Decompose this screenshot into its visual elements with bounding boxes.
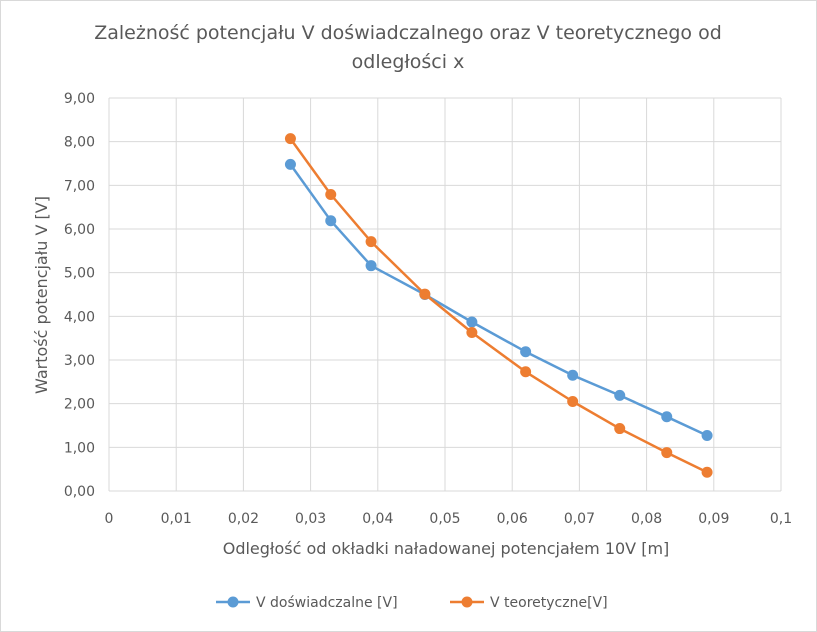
data-point — [567, 395, 579, 407]
y-axis-ticks: 0,00 1,00 2,00 3,00 4,00 5,00 6,00 7,00 8,00 9,00 — [64, 91, 95, 500]
x-tick-label: 0,04 — [362, 511, 393, 527]
chart-title-line-1: Zależność potencjału V doświadczalnego o… — [94, 22, 722, 44]
data-point — [365, 236, 377, 248]
x-tick-label: 0 — [105, 511, 114, 527]
x-axis-ticks: 0 0,01 0,02 0,03 0,04 0,05 0,06 0,07 0,08 0,09 0,1 — [105, 511, 793, 527]
series-1 — [284, 158, 713, 442]
x-tick-label: 0,02 — [228, 511, 259, 527]
x-tick-label: 0,03 — [295, 511, 326, 527]
series-line — [289, 163, 708, 437]
series-line — [289, 137, 708, 474]
data-point — [701, 430, 713, 442]
x-tick-label: 0,07 — [564, 511, 595, 527]
y-tick-label: 8,00 — [64, 135, 95, 151]
x-tick-label: 0,06 — [497, 511, 528, 527]
series-2 — [284, 133, 713, 478]
x-tick-label: 0,05 — [429, 511, 460, 527]
legend-label: V doświadczalne [V] — [256, 595, 398, 611]
x-tick-label: 0,09 — [698, 511, 729, 527]
y-tick-label: 4,00 — [64, 309, 95, 325]
y-tick-label: 2,00 — [64, 397, 95, 413]
y-tick-label: 9,00 — [64, 91, 95, 107]
data-point — [567, 369, 579, 381]
plot-series — [284, 133, 713, 478]
data-point — [365, 260, 377, 272]
y-tick-label: 1,00 — [64, 440, 95, 456]
legend-marker — [461, 596, 473, 608]
data-point — [466, 316, 478, 328]
legend-label: V teoretyczne[V] — [490, 595, 608, 611]
x-tick-label: 0,01 — [161, 511, 192, 527]
x-axis-title: Odległość od okładki naładowanej potencj… — [223, 539, 670, 558]
y-tick-label: 0,00 — [64, 484, 95, 500]
y-tick-label: 7,00 — [64, 178, 95, 194]
legend-marker — [227, 596, 239, 608]
data-point — [284, 158, 296, 170]
data-point — [325, 189, 337, 201]
chart-title-line-2: odległości x — [352, 51, 465, 73]
data-point — [661, 411, 673, 423]
data-point — [661, 447, 673, 459]
legend: V doświadczalne [V] V teoretyczne[V] — [216, 595, 608, 611]
data-point — [701, 466, 713, 478]
data-point — [614, 423, 626, 435]
data-point — [614, 389, 626, 401]
x-tick-label: 0,08 — [631, 511, 662, 527]
gridlines — [108, 97, 782, 492]
data-point — [419, 288, 431, 300]
data-point — [466, 326, 478, 338]
data-point — [284, 133, 296, 145]
y-tick-label: 3,00 — [64, 353, 95, 369]
data-point — [325, 215, 337, 227]
data-point — [520, 366, 532, 378]
data-point — [520, 346, 532, 358]
x-tick-label: 0,1 — [770, 511, 792, 527]
y-axis-title: Wartość potencjału V [V] — [32, 196, 51, 394]
y-tick-label: 6,00 — [64, 222, 95, 238]
y-tick-label: 5,00 — [64, 266, 95, 282]
